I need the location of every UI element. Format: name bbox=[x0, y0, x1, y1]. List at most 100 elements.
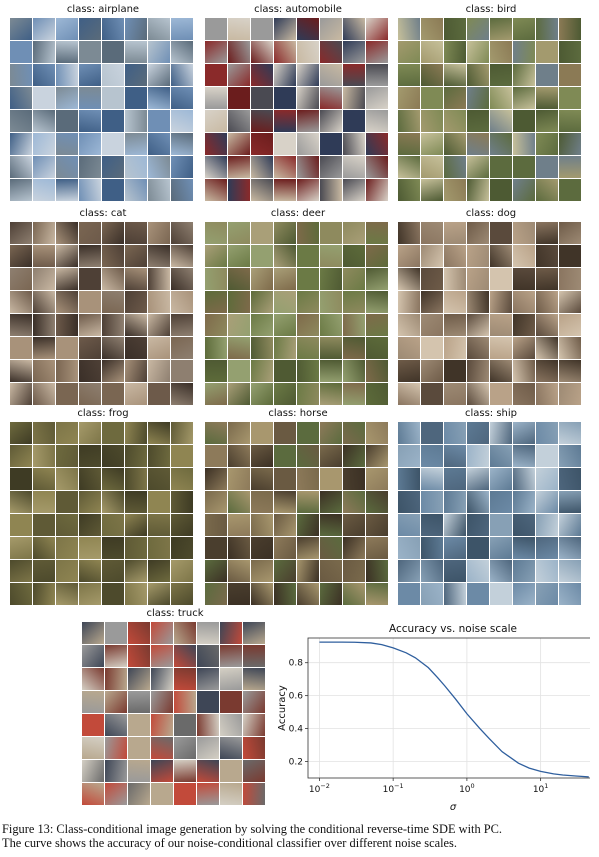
panel-title: class: bird bbox=[465, 4, 517, 15]
sample-image bbox=[148, 314, 170, 336]
sample-image bbox=[171, 468, 193, 490]
sample-image bbox=[79, 268, 101, 290]
sample-image bbox=[444, 222, 466, 244]
sample-image bbox=[171, 245, 193, 267]
sample-image bbox=[559, 156, 581, 178]
sample-image bbox=[228, 110, 250, 132]
sample-image bbox=[444, 179, 466, 201]
sample-image bbox=[56, 291, 78, 313]
sample-image bbox=[125, 179, 147, 201]
sample-image bbox=[56, 179, 78, 201]
sample-image bbox=[421, 537, 443, 559]
sample-image bbox=[243, 645, 265, 667]
sample-image bbox=[467, 18, 489, 40]
sample-image bbox=[205, 41, 227, 63]
sample-image bbox=[171, 222, 193, 244]
sample-image bbox=[320, 156, 342, 178]
sample-image bbox=[559, 245, 581, 267]
sample-image bbox=[297, 64, 319, 86]
sample-image bbox=[467, 110, 489, 132]
sample-image bbox=[33, 291, 55, 313]
sample-image bbox=[205, 291, 227, 313]
sample-image bbox=[148, 222, 170, 244]
sample-image bbox=[56, 156, 78, 178]
sample-image bbox=[536, 383, 558, 405]
sample-image bbox=[343, 491, 365, 513]
sample-image bbox=[343, 514, 365, 536]
sample-image bbox=[559, 110, 581, 132]
sample-grid bbox=[10, 422, 193, 605]
accuracy-chart: Accuracy vs. noise scale 10−2 10−1 100 101 0… bbox=[270, 618, 599, 816]
sample-image bbox=[421, 337, 443, 359]
sample-image bbox=[343, 337, 365, 359]
sample-image bbox=[33, 360, 55, 382]
sample-image bbox=[490, 156, 512, 178]
sample-image bbox=[398, 445, 420, 467]
sample-image bbox=[513, 156, 535, 178]
sample-image bbox=[33, 583, 55, 605]
sample-image bbox=[125, 87, 147, 109]
sample-image bbox=[467, 245, 489, 267]
sample-image bbox=[274, 268, 296, 290]
sample-image bbox=[559, 583, 581, 605]
sample-grid bbox=[82, 622, 265, 805]
sample-image bbox=[33, 422, 55, 444]
sample-image bbox=[536, 514, 558, 536]
sample-image bbox=[559, 537, 581, 559]
sample-image bbox=[490, 179, 512, 201]
sample-image bbox=[125, 514, 147, 536]
sample-image bbox=[398, 537, 420, 559]
sample-image bbox=[56, 514, 78, 536]
sample-image bbox=[444, 64, 466, 86]
sample-image bbox=[228, 422, 250, 444]
sample-image bbox=[125, 468, 147, 490]
sample-image bbox=[536, 583, 558, 605]
sample-image bbox=[125, 268, 147, 290]
sample-image bbox=[228, 360, 250, 382]
sample-image bbox=[251, 87, 273, 109]
sample-image bbox=[559, 560, 581, 582]
sample-image bbox=[467, 133, 489, 155]
sample-image bbox=[490, 560, 512, 582]
sample-image bbox=[536, 18, 558, 40]
sample-image bbox=[444, 468, 466, 490]
sample-image bbox=[125, 291, 147, 313]
sample-image bbox=[105, 714, 127, 736]
sample-image bbox=[343, 445, 365, 467]
sample-image bbox=[10, 468, 32, 490]
panel-title: class: airplane bbox=[66, 4, 140, 15]
sample-image bbox=[343, 268, 365, 290]
sample-image bbox=[56, 422, 78, 444]
sample-image bbox=[228, 222, 250, 244]
sample-image bbox=[174, 691, 196, 713]
sample-image bbox=[398, 156, 420, 178]
sample-image bbox=[33, 445, 55, 467]
sample-image bbox=[536, 41, 558, 63]
sample-image bbox=[398, 291, 420, 313]
sample-image bbox=[343, 291, 365, 313]
sample-image bbox=[559, 360, 581, 382]
sample-image bbox=[125, 314, 147, 336]
sample-image bbox=[467, 360, 489, 382]
sample-image bbox=[536, 468, 558, 490]
sample-image bbox=[10, 110, 32, 132]
sample-image bbox=[171, 583, 193, 605]
sample-image bbox=[205, 245, 227, 267]
sample-image bbox=[320, 314, 342, 336]
sample-image bbox=[79, 222, 101, 244]
sample-image bbox=[297, 314, 319, 336]
sample-image bbox=[102, 337, 124, 359]
sample-image bbox=[490, 41, 512, 63]
sample-image bbox=[228, 156, 250, 178]
sample-image bbox=[79, 64, 101, 86]
sample-image bbox=[56, 64, 78, 86]
sample-image bbox=[128, 691, 150, 713]
sample-image bbox=[10, 491, 32, 513]
sample-image bbox=[220, 783, 242, 805]
sample-image bbox=[79, 583, 101, 605]
sample-image bbox=[467, 383, 489, 405]
sample-image bbox=[197, 622, 219, 644]
sample-image bbox=[421, 445, 443, 467]
sample-image bbox=[320, 64, 342, 86]
sample-image bbox=[536, 314, 558, 336]
